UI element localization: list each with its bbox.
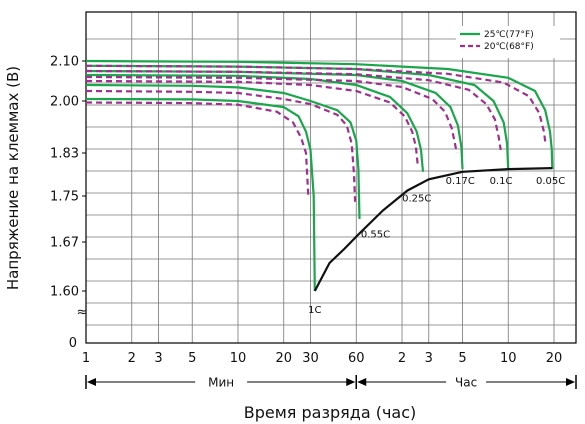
y-tick-label: 1.75 xyxy=(50,190,79,205)
x-tick-label: 30 xyxy=(302,351,319,366)
x-axis-label: Время разряда (час) xyxy=(244,403,417,422)
range-arrow-left xyxy=(357,378,367,386)
legend-label: 20℃(68°F) xyxy=(484,42,534,52)
cutoff-line xyxy=(313,167,553,292)
y-tick-label: 2.00 xyxy=(50,95,79,110)
x-tick-label: 5 xyxy=(188,351,196,366)
series-0.05C-25c xyxy=(85,59,554,170)
x-tick-label: 20 xyxy=(275,351,292,366)
range-label-min: Мин xyxy=(208,376,234,390)
x-tick-label: 2 xyxy=(128,351,136,366)
axis-break-symbol: ≈ xyxy=(77,305,88,320)
time-ranges: Мин Час xyxy=(85,375,577,390)
ticks: 1.60 1.67 1.75 1.83 2.00 2.10 0 ≈1 2 3 5 10 20 30 60 2 3… xyxy=(50,55,562,367)
y-tick-label: 1.67 xyxy=(50,236,79,251)
plot-frame xyxy=(85,11,577,344)
series-0.05C-20c xyxy=(85,64,547,146)
x-tick-label: 10 xyxy=(500,351,517,366)
y-tick-label: 1.83 xyxy=(50,147,79,162)
x-tick-label: 2 xyxy=(398,351,406,366)
series-0.1C-20c xyxy=(85,69,502,151)
x-tick-label: 10 xyxy=(230,351,247,366)
range-arrow-right xyxy=(566,378,575,386)
x-tick-label: 3 xyxy=(425,351,433,366)
legend-label: 25℃(77°F) xyxy=(484,30,534,40)
series-0.25C-20c xyxy=(85,79,419,164)
legend-background xyxy=(456,26,560,58)
rate-label-0.17C: 0.17C xyxy=(446,176,475,187)
x-tick-label: 5 xyxy=(458,351,466,366)
rate-label-0.25C: 0.25C xyxy=(402,193,431,204)
y-axis-label: Напряжение на клеммах (В) xyxy=(4,66,22,290)
series-0.25C-25c xyxy=(85,73,425,172)
x-tick-label: 3 xyxy=(154,351,162,366)
rate-label-0.05C: 0.05C xyxy=(536,176,565,187)
series-1C-20c xyxy=(85,101,310,197)
rate-labels: 1C 0.55C 0.25C 0.17C 0.1C 0.05C xyxy=(308,176,565,316)
y-tick-label: 1.60 xyxy=(50,285,79,300)
x-tick-label: 20 xyxy=(546,351,563,366)
series-0.55C-20c xyxy=(85,89,357,202)
range-arrow-right xyxy=(346,378,356,386)
series-0.55C-25c xyxy=(85,83,361,220)
y-zero-label: 0 xyxy=(69,336,77,351)
x-tick-label: 60 xyxy=(348,351,365,366)
range-arrow-left xyxy=(87,378,96,386)
legend: 25℃(77°F) 20℃(68°F) xyxy=(456,26,560,58)
rate-label-0.1C: 0.1C xyxy=(490,176,513,187)
rate-label-0.55C: 0.55C xyxy=(361,229,390,240)
series-0.17C-20c xyxy=(85,75,458,154)
curves xyxy=(85,59,554,292)
x-tick-label: 1 xyxy=(82,351,90,366)
y-tick-label: 2.10 xyxy=(50,55,79,70)
rate-label-1C: 1C xyxy=(308,305,321,316)
series-1C-25c xyxy=(85,97,316,292)
range-label-hour: Час xyxy=(455,376,477,390)
